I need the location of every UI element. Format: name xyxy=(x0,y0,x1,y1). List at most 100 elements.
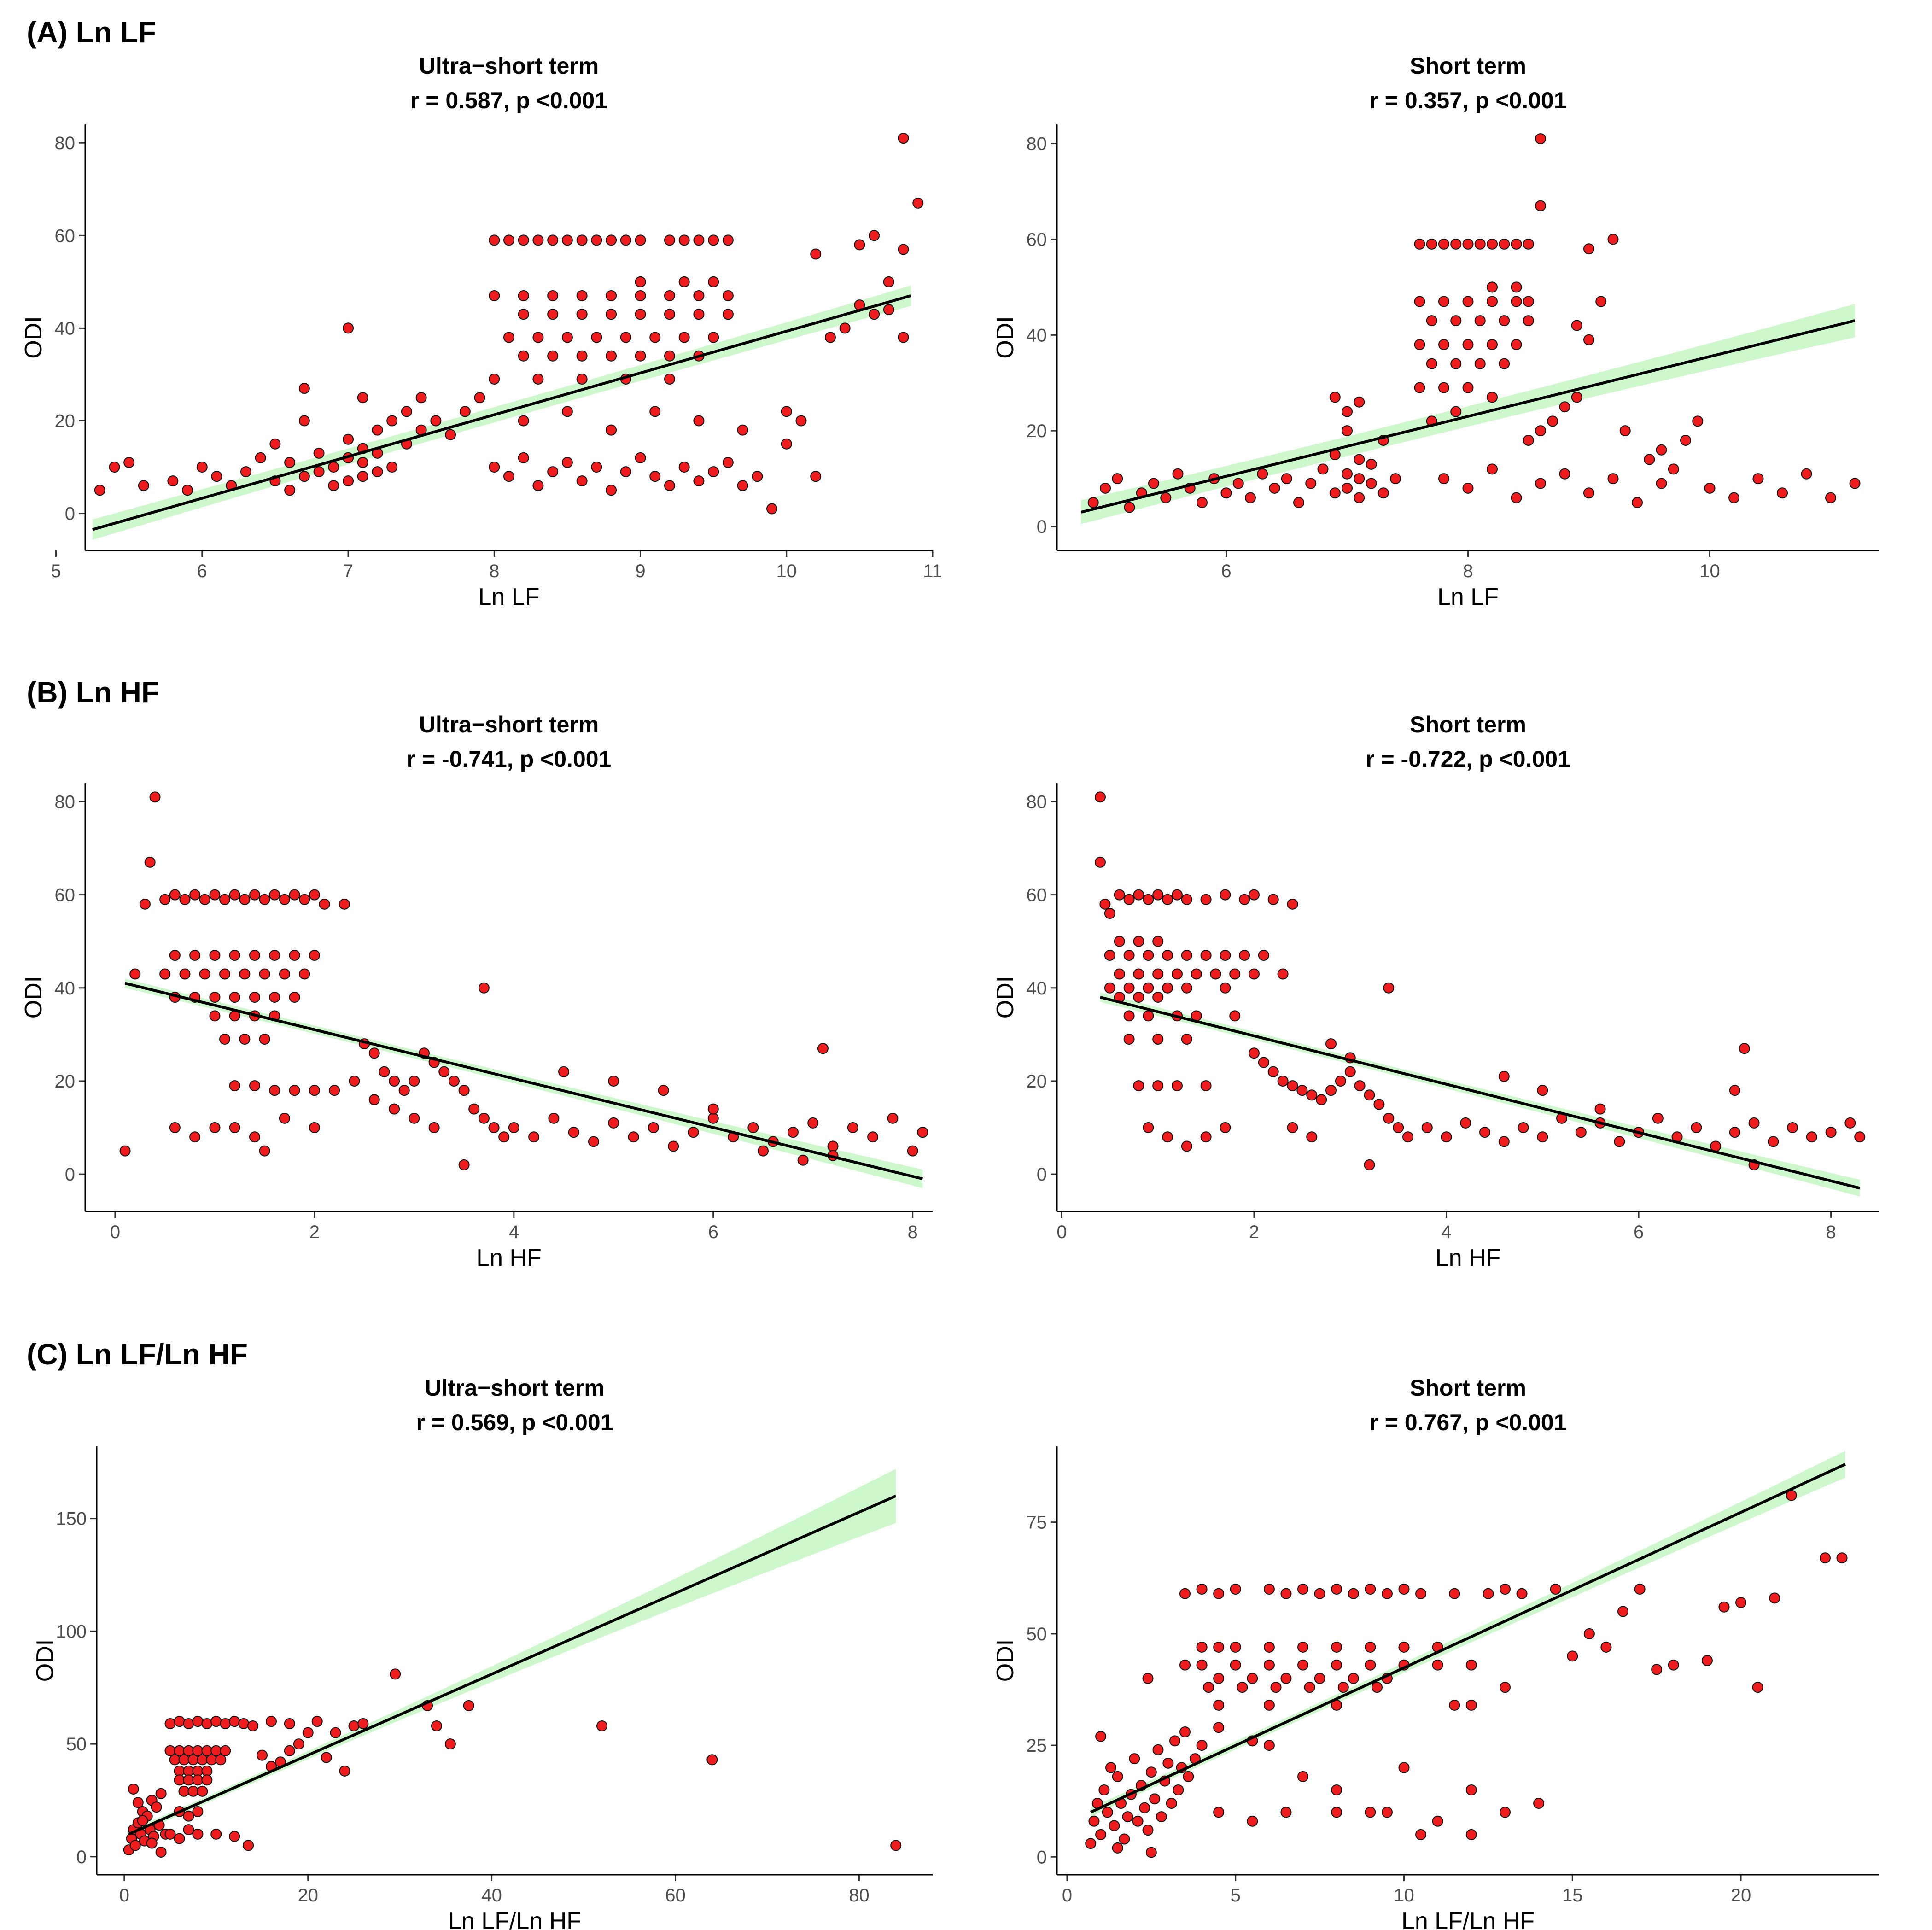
data-point xyxy=(1465,1699,1477,1711)
data-point xyxy=(1752,1682,1763,1693)
data-point xyxy=(1123,1033,1135,1045)
y-tick-label: 0 xyxy=(65,504,75,524)
data-point xyxy=(1100,482,1111,494)
data-point xyxy=(1152,889,1164,901)
data-point xyxy=(229,1831,240,1842)
x-tick-label: 4 xyxy=(1441,1222,1451,1242)
data-point xyxy=(1171,1080,1183,1092)
regression-line xyxy=(92,294,911,531)
data-point xyxy=(1200,1131,1212,1143)
data-point xyxy=(1179,1659,1191,1671)
x-tick-label: 0 xyxy=(1056,1222,1067,1242)
data-point xyxy=(1680,434,1691,446)
data-point xyxy=(1571,320,1582,331)
data-point xyxy=(1220,1122,1231,1134)
data-point xyxy=(1337,1682,1349,1693)
data-point xyxy=(810,471,822,482)
data-point xyxy=(1112,1842,1123,1854)
data-point xyxy=(1499,238,1510,250)
data-point xyxy=(606,290,617,302)
data-point xyxy=(178,1785,190,1797)
data-point xyxy=(1354,396,1365,408)
data-point xyxy=(518,234,529,246)
data-point xyxy=(1450,358,1462,369)
data-point xyxy=(430,415,442,427)
x-tick-label: 2 xyxy=(309,1222,320,1242)
data-point xyxy=(1381,1588,1393,1599)
x-axis-label: Ln LF/Ln HF xyxy=(1401,1908,1535,1930)
x-tick-label: 0 xyxy=(1062,1885,1072,1906)
data-point xyxy=(1595,296,1607,307)
data-point xyxy=(1365,1584,1376,1595)
data-point xyxy=(1499,1682,1511,1693)
data-point xyxy=(1160,492,1172,503)
data-point xyxy=(1263,1699,1275,1711)
y-tick-label: 0 xyxy=(1037,1847,1047,1867)
data-marks xyxy=(1094,791,1866,1197)
data-point xyxy=(1123,982,1135,994)
data-point xyxy=(1844,1117,1856,1129)
y-tick-label: 50 xyxy=(66,1734,87,1755)
data-point xyxy=(109,462,120,473)
data-point xyxy=(343,433,354,445)
data-point xyxy=(1438,382,1449,393)
data-point xyxy=(869,309,880,320)
data-point xyxy=(174,1716,185,1727)
data-marks xyxy=(123,1468,902,1858)
data-point xyxy=(649,332,661,343)
data-point xyxy=(649,406,661,417)
data-point xyxy=(229,1080,240,1092)
data-point xyxy=(1432,1659,1443,1671)
data-point xyxy=(137,1815,148,1826)
data-point xyxy=(1143,1122,1154,1134)
data-point xyxy=(1462,382,1474,393)
data-point xyxy=(1354,1080,1366,1092)
data-point xyxy=(1329,487,1341,499)
data-point xyxy=(854,239,865,251)
data-point xyxy=(1317,463,1329,475)
data-point xyxy=(1854,1131,1866,1143)
data-point xyxy=(1634,1584,1646,1595)
data-point xyxy=(311,1716,323,1727)
data-point xyxy=(1331,1641,1342,1653)
data-point xyxy=(678,276,690,287)
data-point xyxy=(1364,1159,1375,1170)
data-point xyxy=(269,992,280,1003)
data-point xyxy=(635,350,646,362)
data-point xyxy=(708,234,719,246)
data-point xyxy=(489,462,500,473)
data-point xyxy=(817,1043,829,1054)
data-point xyxy=(219,968,231,980)
data-point xyxy=(1691,1122,1702,1134)
data-point xyxy=(912,197,924,209)
data-point xyxy=(239,1033,251,1045)
data-point xyxy=(547,466,559,478)
data-point xyxy=(178,1754,190,1766)
x-tick-label: 10 xyxy=(1699,561,1720,581)
data-point xyxy=(247,1720,259,1731)
data-point xyxy=(1537,1085,1548,1096)
y-axis-label: ODI xyxy=(20,316,47,358)
data-point xyxy=(678,462,690,473)
data-point xyxy=(1143,1010,1154,1022)
regression-line xyxy=(1080,319,1856,514)
data-point xyxy=(1152,1033,1164,1045)
data-point xyxy=(284,485,296,496)
data-point xyxy=(1257,468,1268,480)
data-point xyxy=(1518,1122,1529,1134)
data-point xyxy=(795,415,807,427)
data-point xyxy=(182,485,193,496)
data-point xyxy=(357,471,368,482)
data-point xyxy=(357,456,368,468)
data-point xyxy=(179,894,191,905)
data-point xyxy=(1196,1584,1208,1595)
data-point xyxy=(787,1127,799,1138)
data-point xyxy=(1123,1010,1135,1022)
data-point xyxy=(1656,444,1667,456)
y-tick-label: 40 xyxy=(1027,978,1047,999)
data-point xyxy=(1263,1641,1275,1653)
data-point xyxy=(1104,908,1115,919)
data-point xyxy=(321,1752,332,1763)
data-point xyxy=(1162,982,1173,994)
data-point xyxy=(438,1066,450,1077)
